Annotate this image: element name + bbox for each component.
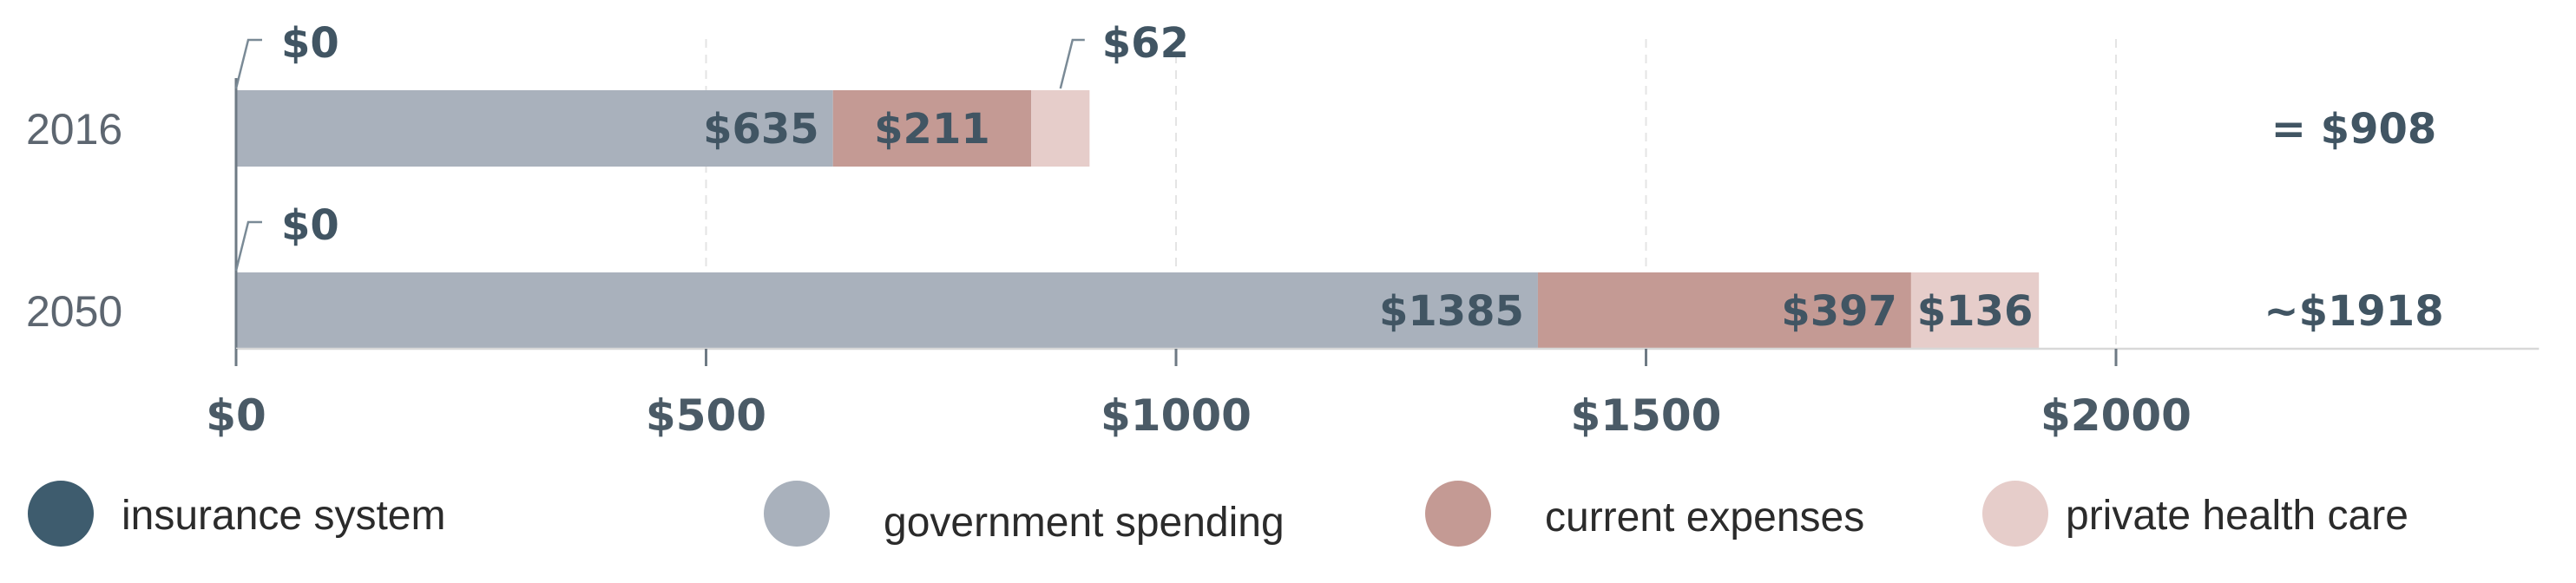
bar-2050-current-expenses [1537, 272, 1911, 349]
bar-value-label: $0 [281, 19, 339, 68]
callout-line [234, 220, 262, 272]
legend-label: insurance system [122, 493, 445, 539]
bar-value-label: $62 [1102, 19, 1189, 68]
bar-2016-government-spending [236, 90, 833, 167]
bar-value-label: $136 [1917, 287, 2034, 336]
x-axis: $0 $500 $1000 $1500 $2000 [206, 78, 2540, 441]
callout-line [234, 38, 262, 89]
legend-label: private health care [2066, 493, 2408, 539]
legend-swatch-current-expenses [1425, 481, 1491, 547]
x-tick-label: $1500 [1571, 390, 1722, 441]
legend: insurance system government spending curre… [28, 481, 2408, 547]
bar-2050-private-health-care [1910, 272, 2040, 349]
bar-total-label: ~$1918 [2264, 287, 2443, 336]
bar-value-label: $211 [874, 105, 990, 154]
bars [236, 90, 2040, 349]
bar-value-label: $397 [1781, 287, 1897, 336]
x-tick-label: $2000 [2040, 390, 2192, 441]
category-label-2016: 2016 [26, 105, 122, 154]
bar-value-label: $0 [281, 201, 339, 250]
x-tick-label: $0 [206, 390, 266, 441]
legend-swatch-private-health-care [1982, 481, 2048, 547]
bar-total-label: = $908 [2271, 105, 2437, 154]
bar-labels: 2016 $0 $635 $211 $62 = $908 2050 $0 $1385 $397 $1… [26, 19, 2444, 336]
legend-swatch-government-spending [764, 481, 830, 547]
category-label-2050: 2050 [26, 287, 122, 336]
bar-value-label: $1385 [1379, 287, 1524, 336]
legend-swatch-insurance-system [28, 481, 94, 547]
bar-2016-private-health-care [1031, 90, 1090, 167]
legend-label: government spending [884, 500, 1285, 546]
bar-2050-government-spending [236, 272, 1538, 349]
x-tick-label: $1000 [1101, 390, 1252, 441]
bar-value-label: $635 [703, 105, 819, 154]
x-tick-label: $500 [646, 390, 766, 441]
legend-label: current expenses [1545, 495, 1864, 540]
bar-2016-current-expenses [832, 90, 1032, 167]
callout-line [1059, 38, 1085, 89]
